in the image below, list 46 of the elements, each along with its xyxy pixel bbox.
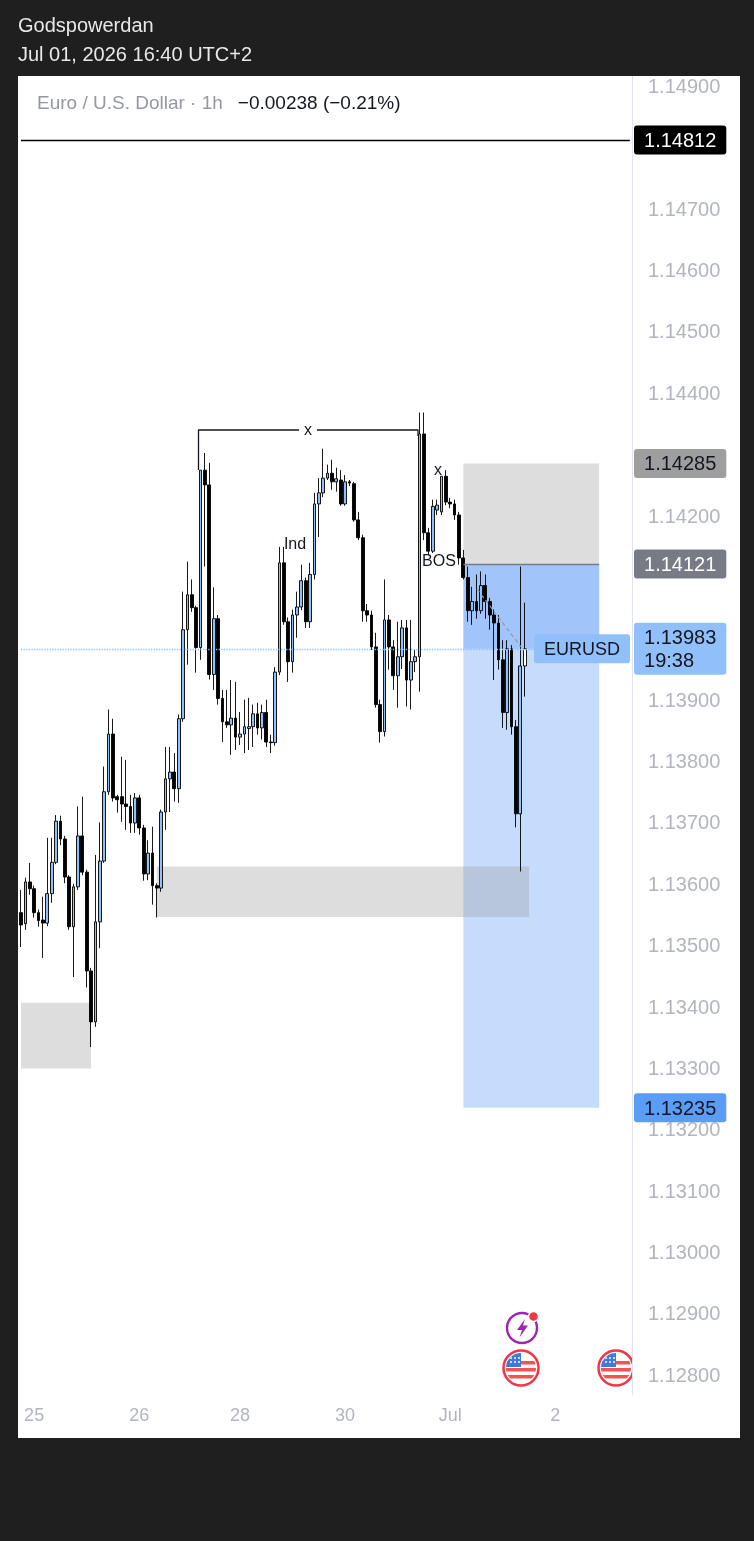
y-tick-label: 1.13800 [648,750,721,773]
candlestick [229,679,233,756]
y-tick-label: 1.12900 [648,1302,721,1325]
text: Jul 01, 2026 16:40 UTC+2 [18,42,253,66]
candlestick [247,697,251,751]
x-tick-label: 26 [129,1405,150,1425]
y-tick-label: 1.13900 [648,688,721,711]
candlestick [330,459,334,491]
annotation: Ind [283,535,307,553]
text: −0.00238 (−0.21%) [237,92,401,113]
candlestick [479,570,483,615]
y-tick-label: 1.13100 [648,1179,721,1202]
y-tick-label: 1.14200 [648,504,721,527]
candlestick [343,474,347,507]
candlestick [133,792,137,834]
x-tick-label: 28 [229,1405,251,1425]
y-tick-label: 1.13600 [648,872,721,895]
ref-line-label: 1.14812 [644,129,717,151]
annotation: EURUSD [543,638,621,659]
x-tick-label: 2 [550,1405,561,1425]
x-tick-label: 30 [335,1405,356,1425]
y-tick-label: 1.12800 [648,1363,721,1386]
y-tick-label: 1.14400 [648,381,721,404]
annotation: BOS [422,552,456,570]
annotation: x [299,421,317,439]
ref-line-label: 1.14121 [644,553,717,576]
y-tick-label: 1.14600 [648,259,721,282]
x-tick-label: 25 [24,1405,45,1425]
y-tick-label: 1.13200 [648,1118,721,1141]
band-label: 1.13235 [644,1096,717,1119]
text: Godspowerdan [18,13,154,37]
candlestick [483,574,487,620]
y-tick-label: 1.13700 [648,811,721,834]
y-tick-label: 1.14700 [648,197,721,220]
band-label: 1.14285 [644,452,717,475]
text: Euro / U.S. Dollar · 1h [37,92,223,113]
y-tick-label: 1.14900 [648,75,721,97]
annotation: x [434,461,442,479]
y-tick-label: 1.13000 [648,1241,721,1264]
candlestick [124,759,128,831]
x-tick-label: Jul [438,1405,462,1425]
y-tick-label: 1.13300 [648,1056,721,1079]
y-tick-label: 1.13500 [648,934,721,957]
y-tick-label: 1.13400 [648,995,721,1018]
y-tick-label: 1.14500 [648,320,721,343]
ref-line-label: 1.13983 19:38 [644,626,717,672]
